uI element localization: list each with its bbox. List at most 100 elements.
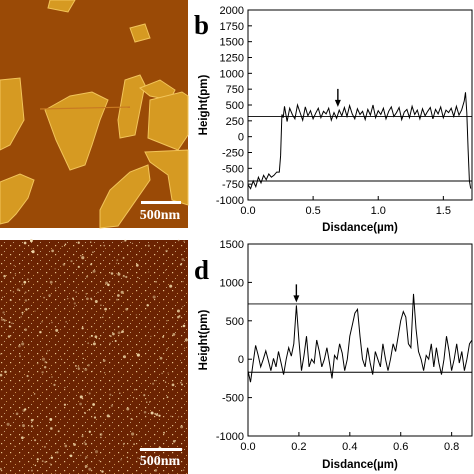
nanodot xyxy=(114,339,117,343)
nanodot xyxy=(105,281,108,285)
x-tick-label: 0.2 xyxy=(291,441,306,453)
nanodot xyxy=(92,403,95,406)
nanodot xyxy=(24,408,27,411)
afm-image-c-background xyxy=(0,240,188,474)
nanodot xyxy=(3,274,6,278)
nanodot xyxy=(162,335,165,338)
nanodot xyxy=(64,386,66,389)
nanodot xyxy=(180,425,184,429)
nanodot xyxy=(44,360,47,364)
nanodot xyxy=(159,356,163,360)
nanodot xyxy=(77,367,81,371)
y-tick-label: -500 xyxy=(222,163,244,175)
nanodot xyxy=(135,314,137,316)
nanodot xyxy=(66,297,69,300)
nanodot xyxy=(73,443,76,446)
nanodot xyxy=(166,319,168,322)
flake xyxy=(144,149,189,206)
nanodot xyxy=(184,338,188,342)
nanodot xyxy=(112,332,115,336)
y-tick-label: 1500 xyxy=(220,37,244,49)
panel-label-d: d xyxy=(194,255,209,285)
x-axis-ticks-b: 0.0 0.5 1.0 1.5 xyxy=(240,196,451,217)
nanodot xyxy=(25,308,28,311)
x-tick-label: 1.0 xyxy=(371,205,386,217)
nanodot xyxy=(89,336,91,338)
nanodot xyxy=(159,246,161,248)
nanodot xyxy=(62,263,66,266)
nanodot xyxy=(23,280,27,284)
nanodot xyxy=(81,327,84,330)
nanodot xyxy=(13,264,15,267)
x-axis-ticks-d: 0.0 0.2 0.4 0.6 0.8 xyxy=(240,432,459,453)
nanodot xyxy=(110,404,114,407)
y-tick-label: 1250 xyxy=(220,53,244,65)
nanodot xyxy=(136,353,140,357)
flake xyxy=(117,74,146,139)
scale-bar-a xyxy=(141,201,181,204)
nanodot xyxy=(126,407,130,411)
nanodot xyxy=(98,337,100,340)
y-tick-label: 500 xyxy=(226,316,244,328)
arrow-marker-b xyxy=(334,88,341,107)
nanodot xyxy=(80,255,82,257)
nanodot xyxy=(43,365,47,369)
y-tick-label: 1750 xyxy=(220,21,244,33)
nanodot xyxy=(179,263,182,266)
flake xyxy=(47,0,76,13)
nanodot xyxy=(179,381,182,384)
nanodot xyxy=(63,403,67,406)
nanodot xyxy=(61,358,63,360)
nanodot xyxy=(169,426,171,428)
y-axis-ticks-d: -1000 -500 0 500 1000 1500 xyxy=(216,239,252,443)
plot-frame-b xyxy=(247,9,473,201)
nanodot xyxy=(145,401,148,403)
nanodot xyxy=(109,342,111,344)
nanodot xyxy=(34,464,37,467)
nanodot xyxy=(122,241,124,243)
nanodot xyxy=(117,325,120,328)
nanodot xyxy=(87,364,90,367)
nanodot xyxy=(92,342,96,346)
scale-bar-label-c: 500nm xyxy=(140,454,181,469)
nanodot xyxy=(61,245,63,247)
nanodot xyxy=(115,272,118,274)
nanodot xyxy=(85,293,88,295)
nanodot xyxy=(46,352,48,354)
nanodot xyxy=(84,412,86,414)
reference-lines-d xyxy=(248,303,472,373)
nanodot xyxy=(6,422,10,426)
y-tick-label: -500 xyxy=(222,393,244,405)
nanodot xyxy=(19,355,22,358)
nanodot xyxy=(170,415,172,417)
nanodot xyxy=(101,470,104,473)
nanodot xyxy=(34,439,37,442)
nanodot xyxy=(182,306,184,308)
nanodot xyxy=(80,454,82,457)
nanodot xyxy=(109,393,112,396)
nanodot xyxy=(21,342,25,346)
height-profile-chart-b: b -1000 -750 -500 -250 0 250 500 750 1000 1250 150… xyxy=(194,5,473,234)
x-tick-label: 0.0 xyxy=(240,205,255,217)
nanodot xyxy=(94,300,98,303)
nanodot xyxy=(166,396,169,399)
nanodot xyxy=(57,430,60,433)
nanodot xyxy=(150,335,152,337)
nanodot xyxy=(119,392,121,394)
nanodot xyxy=(106,414,110,418)
nanodot xyxy=(24,291,27,294)
nanodot xyxy=(172,439,176,443)
nanodot xyxy=(116,259,119,262)
nanodot xyxy=(152,382,155,385)
nanodot xyxy=(14,273,17,275)
nanodot xyxy=(82,357,84,360)
nanodot xyxy=(180,383,184,386)
graphene-flakes xyxy=(0,0,189,229)
x-axis-label-d: Disdance(µm) xyxy=(322,459,398,471)
nanodot xyxy=(172,332,176,336)
nanodot xyxy=(12,291,15,293)
y-tick-label: -1000 xyxy=(216,195,244,207)
nanodot xyxy=(84,368,88,371)
nanodot xyxy=(82,368,84,370)
